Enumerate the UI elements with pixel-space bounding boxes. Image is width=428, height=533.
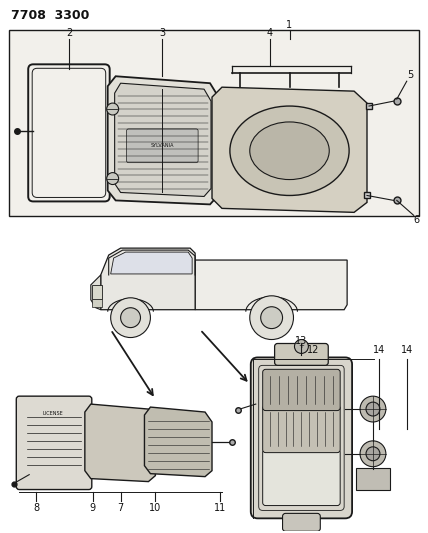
Text: 7708  3300: 7708 3300 [11,9,90,22]
Circle shape [360,396,386,422]
FancyBboxPatch shape [282,513,320,531]
FancyBboxPatch shape [263,369,340,410]
Bar [9,29,419,216]
Text: 14: 14 [373,345,385,356]
Polygon shape [212,87,367,212]
Text: 1: 1 [286,20,293,29]
Text: 9: 9 [90,504,96,513]
Circle shape [107,103,119,115]
Polygon shape [101,248,195,310]
Polygon shape [85,404,155,482]
FancyBboxPatch shape [263,406,340,453]
FancyBboxPatch shape [275,343,328,365]
Text: 12: 12 [307,345,320,356]
Circle shape [366,447,380,461]
Text: LICENSE: LICENSE [43,410,63,416]
FancyBboxPatch shape [251,358,352,519]
Text: 4: 4 [267,28,273,37]
Polygon shape [145,407,212,477]
Text: 3: 3 [159,28,165,37]
Text: 10: 10 [149,504,161,513]
Text: 14: 14 [401,345,413,356]
Ellipse shape [230,106,349,196]
Circle shape [107,173,119,184]
Polygon shape [115,83,211,197]
Circle shape [261,306,282,328]
Circle shape [360,441,386,467]
FancyBboxPatch shape [16,396,92,489]
Circle shape [111,298,150,337]
Text: 13: 13 [295,335,308,345]
Polygon shape [111,252,192,274]
Bar [92,299,102,306]
Bar [92,285,102,299]
Circle shape [294,340,309,353]
Polygon shape [195,260,347,310]
FancyBboxPatch shape [127,129,198,163]
Text: SYLVANIA: SYLVANIA [151,143,174,148]
Polygon shape [91,275,101,310]
Ellipse shape [250,122,329,180]
Circle shape [121,308,140,328]
Text: 7: 7 [117,504,124,513]
Text: +: + [298,343,304,350]
FancyBboxPatch shape [263,450,340,506]
Text: 8: 8 [33,504,39,513]
Text: 2: 2 [66,28,72,37]
Polygon shape [108,76,218,205]
Circle shape [250,296,294,340]
FancyBboxPatch shape [356,467,390,489]
Circle shape [366,402,380,416]
Text: 6: 6 [413,215,420,225]
Text: 11: 11 [214,504,226,513]
Text: 5: 5 [407,70,414,80]
